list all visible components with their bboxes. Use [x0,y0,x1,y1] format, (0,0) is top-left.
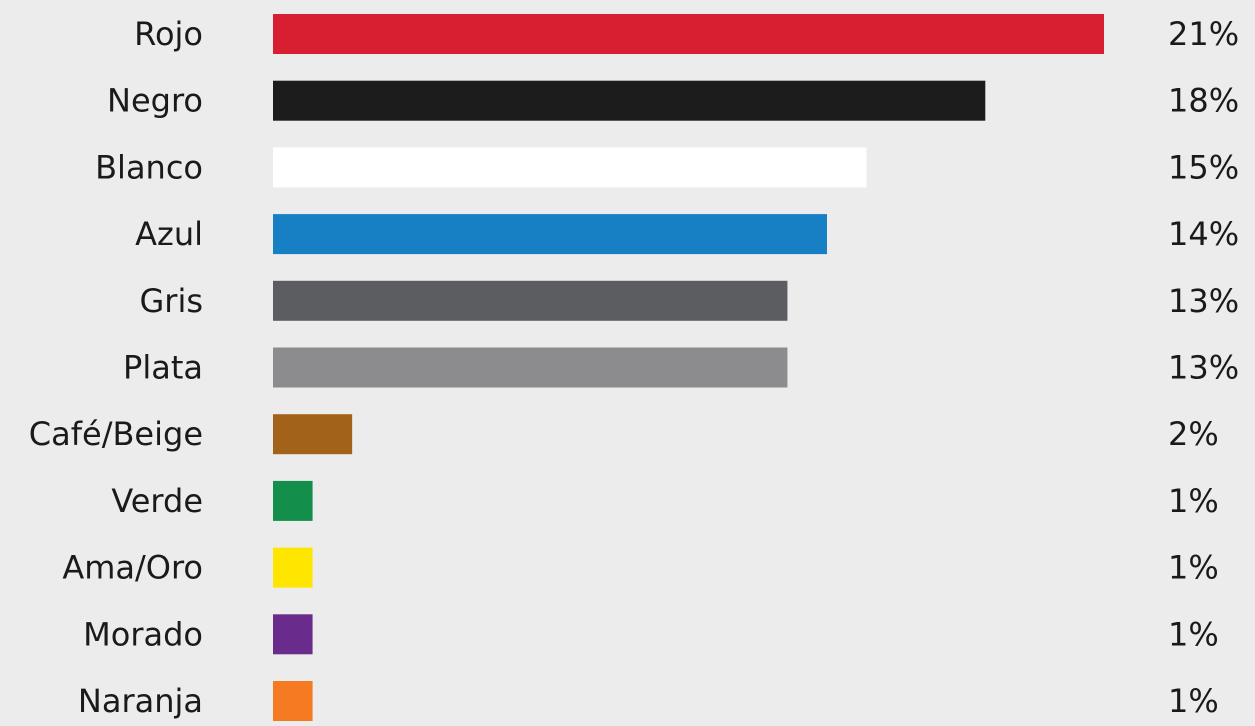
value-label: 1% [1168,549,1219,587]
chart-rows: Rojo 21%Negro 18%Blanco 15%Azul 14%Gris 13%Pl… [29,14,1239,721]
value-label: 15% [1168,148,1239,186]
category-label: Verde [111,482,203,520]
category-label: Rojo [134,15,203,53]
category-label: Azul [135,215,203,253]
bar-row: Café/Beige 2% [29,414,1219,455]
bar-row: Negro 18% [107,80,1239,121]
value-label: 18% [1168,82,1239,120]
bar-row: Verde 1% [111,480,1219,521]
bar [273,80,986,121]
category-label: Gris [139,282,203,320]
category-label: Café/Beige [29,415,203,453]
category-label: Plata [123,349,203,387]
bar-row: Morado 1% [83,614,1219,655]
bar [273,280,788,321]
bar [273,681,313,721]
value-label: 13% [1168,282,1239,320]
category-label: Morado [83,615,203,653]
bar-row: Gris 13% [139,280,1239,321]
value-label: 1% [1168,682,1219,720]
bar-row: Azul 14% [135,214,1239,255]
value-label: 21% [1168,15,1239,53]
value-label: 2% [1168,415,1219,453]
bar [273,480,313,521]
bar [273,414,353,455]
bar [273,14,1104,54]
category-label: Negro [107,82,203,120]
bar-row: Rojo 21% [134,14,1239,54]
category-label: Ama/Oro [62,549,203,587]
value-label: 13% [1168,349,1239,387]
bar-row: Blanco 15% [95,147,1239,188]
value-label: 1% [1168,615,1219,653]
bar-row: Naranja 1% [78,681,1219,721]
value-label: 14% [1168,215,1239,253]
category-label: Blanco [95,148,203,186]
bar [273,214,827,255]
bar [273,147,867,188]
bar-row: Plata 13% [123,347,1239,388]
bar [273,347,788,388]
bar-row: Ama/Oro 1% [62,547,1219,588]
category-label: Naranja [78,682,203,720]
value-label: 1% [1168,482,1219,520]
bar [273,614,313,655]
bar [273,547,313,588]
